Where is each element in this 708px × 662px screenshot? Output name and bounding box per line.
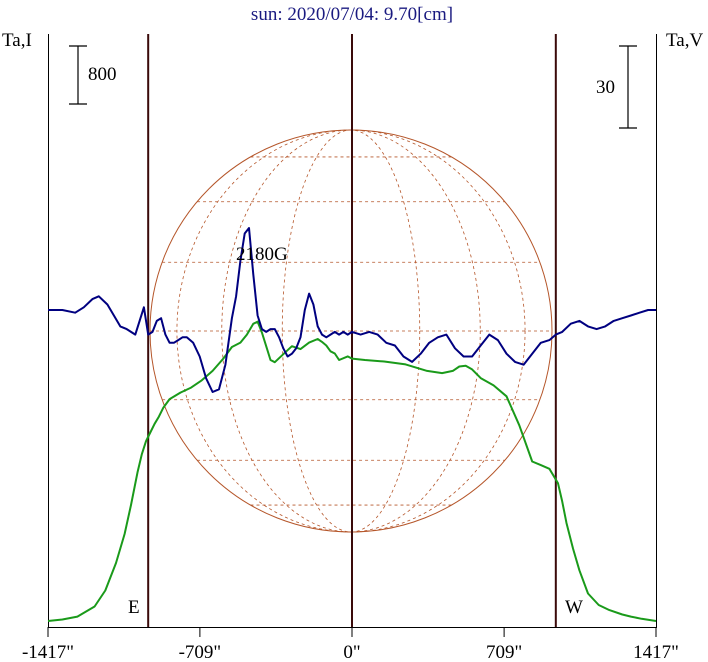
limb-lines bbox=[147, 34, 557, 627]
right-axis-label: Ta,V bbox=[666, 30, 703, 51]
series-layer bbox=[47, 227, 657, 622]
scale-bar-left-label: 800 bbox=[88, 64, 117, 85]
x-tick-label: 0" bbox=[343, 642, 360, 662]
scale-bar-right-label: 30 bbox=[596, 77, 615, 98]
limb-label-east: E bbox=[128, 597, 140, 618]
polarization-series-line bbox=[48, 227, 656, 393]
x-tick-label: -1417" bbox=[22, 642, 74, 662]
chart-title: sun: 2020/07/04: 9.70[cm] bbox=[251, 4, 453, 25]
x-tick-label: -709" bbox=[179, 642, 222, 662]
scale-bar-right bbox=[619, 45, 637, 129]
x-axis-ticks: -1417" -709" 0" 709" 1417" bbox=[22, 627, 679, 662]
x-tick-label: 709" bbox=[486, 642, 522, 662]
annotation-label: 2180G bbox=[236, 244, 288, 265]
left-axis-label: Ta,I bbox=[2, 30, 32, 51]
limb-label-west: W bbox=[565, 597, 583, 618]
scale-bar-left bbox=[69, 45, 87, 105]
intensity-series-line bbox=[47, 320, 657, 622]
x-tick-label: 1417" bbox=[633, 642, 679, 662]
